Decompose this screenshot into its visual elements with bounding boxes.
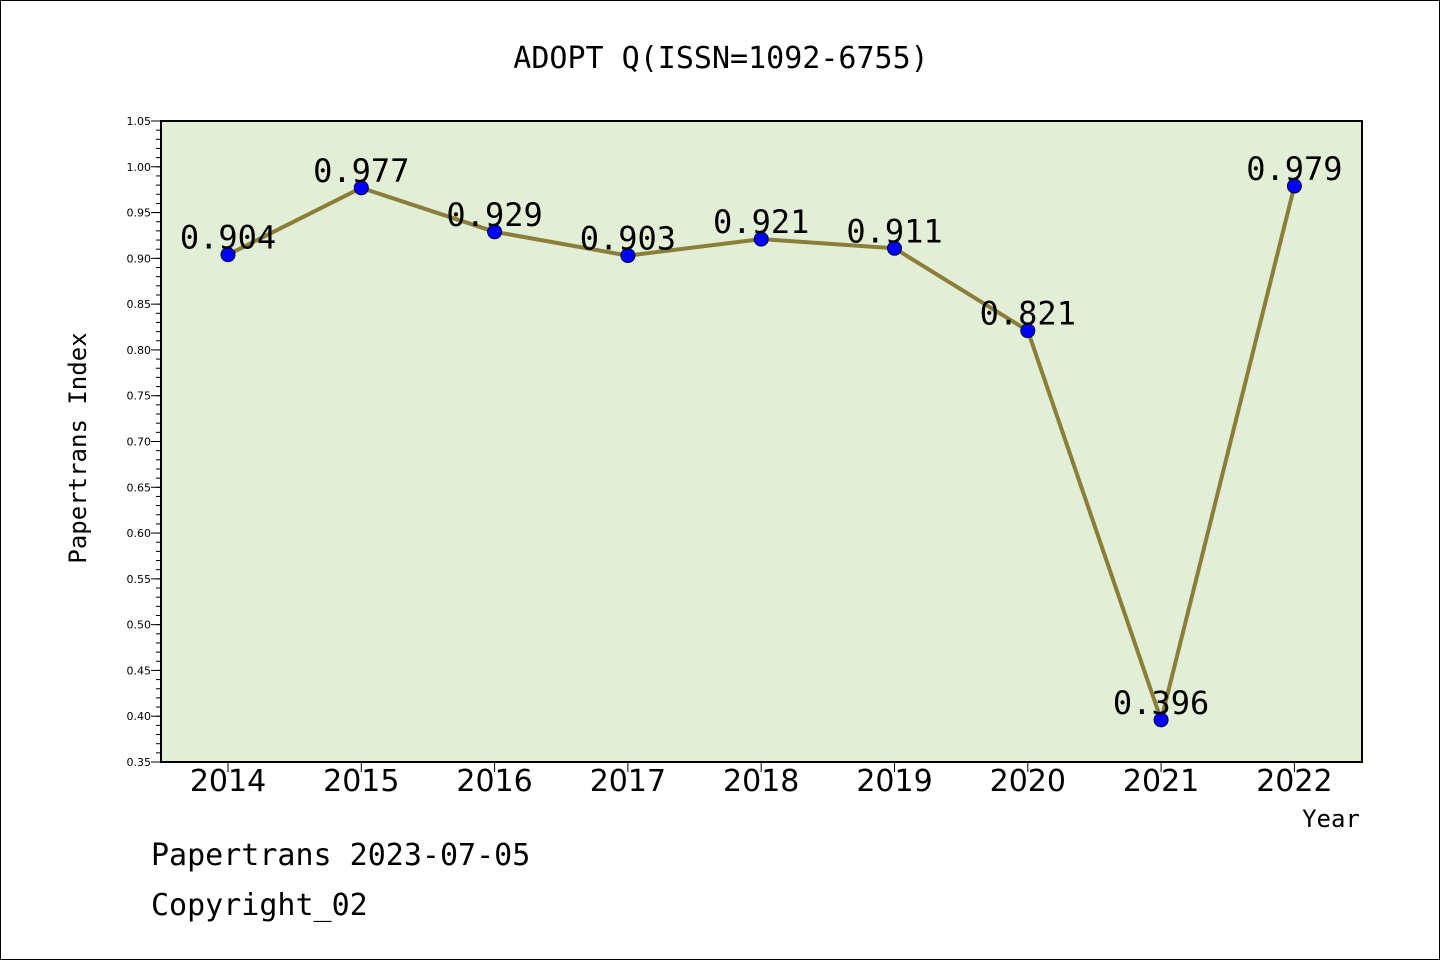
x-tick-label: 2014	[190, 764, 266, 799]
data-label: 0.903	[580, 220, 676, 258]
y-axis: 0.35 0.40 0.45 0.50 0.55 0.60 0.65 0.70 0.75 0.80…	[127, 115, 161, 769]
x-axis-label: Year	[1302, 805, 1360, 833]
y-tick-label: 0.35	[127, 756, 152, 769]
x-tick-label: 2022	[1256, 764, 1332, 799]
data-label: 0.821	[980, 295, 1076, 333]
x-tick-label: 2016	[456, 764, 532, 799]
y-tick-label: 1.05	[127, 115, 152, 128]
data-label: 0.979	[1246, 150, 1342, 188]
y-tick-label: 0.90	[127, 252, 152, 265]
x-tick-label: 2015	[323, 764, 399, 799]
plot-area	[160, 120, 1363, 763]
data-point	[353, 180, 369, 196]
footer-date: Papertrans 2023-07-05	[151, 838, 530, 873]
data-label: 0.929	[446, 196, 542, 234]
data-point	[753, 231, 769, 247]
y-tick-label: 0.40	[127, 710, 152, 723]
y-tick-label: 0.85	[127, 298, 152, 311]
x-tick-label: 2019	[856, 764, 932, 799]
x-axis: 2014 2015 2016 2017 2018 2019 2020 2021 2022	[190, 762, 1333, 799]
footer-copyright: Copyright_02	[151, 888, 368, 923]
data-label: 0.904	[180, 219, 276, 257]
y-tick-label: 0.55	[127, 573, 152, 586]
y-tick-label: 0.70	[127, 436, 152, 449]
y-tick-label: 0.50	[127, 619, 152, 632]
data-labels-group: 0.904 0.977 0.929 0.903 0.921 0.911 0.821 0.396…	[180, 150, 1343, 722]
x-tick-label: 2017	[590, 764, 666, 799]
data-point	[887, 240, 902, 256]
x-tick-label: 2018	[723, 764, 799, 799]
data-label: 0.396	[1113, 684, 1209, 722]
x-tick-label: 2021	[1123, 764, 1199, 799]
x-tick-label: 2020	[990, 764, 1066, 799]
data-point	[620, 248, 636, 264]
y-tick-label: 0.45	[127, 664, 152, 677]
markers-group	[220, 178, 1302, 728]
y-tick-label: 0.75	[127, 390, 152, 403]
y-tick-label: 1.00	[127, 161, 152, 174]
data-point	[1286, 178, 1302, 194]
chart-title: ADOPT Q(ISSN=1092-6755)	[513, 41, 928, 76]
y-tick-label: 0.60	[127, 527, 152, 540]
data-point	[487, 224, 503, 240]
data-point	[1020, 323, 1036, 339]
data-label: 0.977	[313, 152, 409, 190]
y-tick-label: 0.80	[127, 344, 152, 357]
y-tick-label: 0.65	[127, 481, 152, 494]
data-label: 0.911	[846, 212, 942, 250]
y-axis-label: Papertrans Index	[64, 332, 92, 563]
data-point	[1153, 712, 1169, 728]
data-point	[220, 247, 236, 263]
y-tick-label: 0.95	[127, 207, 152, 220]
data-label: 0.921	[713, 203, 809, 241]
